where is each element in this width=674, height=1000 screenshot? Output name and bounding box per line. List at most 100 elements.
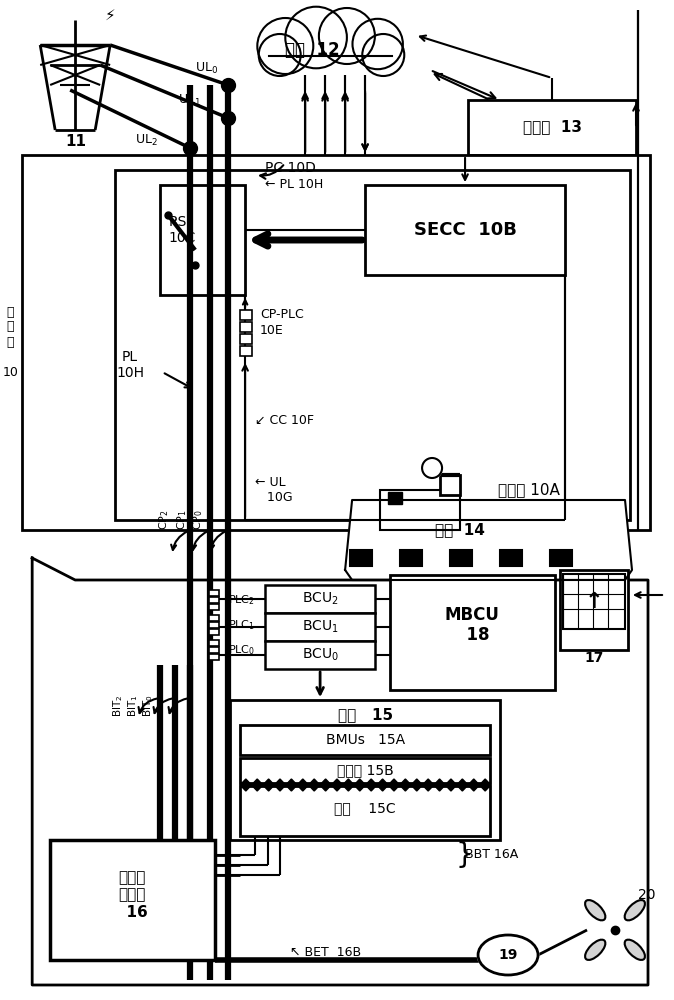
Polygon shape	[297, 779, 309, 791]
Bar	[450, 550, 472, 566]
Text: 渡船  14: 渡船 14	[435, 522, 485, 538]
Polygon shape	[263, 779, 274, 791]
Text: ↖ BET  16B: ↖ BET 16B	[290, 946, 361, 960]
Polygon shape	[457, 779, 468, 791]
Bar	[440, 475, 460, 495]
Polygon shape	[309, 779, 320, 791]
Circle shape	[353, 19, 403, 69]
Polygon shape	[320, 779, 332, 791]
Circle shape	[319, 8, 375, 64]
Bar	[160, 185, 245, 295]
Text: BBT 16A: BBT 16A	[465, 848, 518, 861]
Bar	[268, 55, 392, 62]
Polygon shape	[446, 779, 457, 791]
Text: BMUs   15A: BMUs 15A	[326, 733, 404, 747]
Circle shape	[285, 7, 347, 68]
Bar	[230, 700, 500, 840]
Bar	[380, 490, 460, 530]
Bar	[240, 346, 252, 356]
Bar	[209, 597, 219, 603]
Polygon shape	[388, 779, 400, 791]
Text: 网络  12: 网络 12	[285, 41, 340, 59]
Text: UL$_0$: UL$_0$	[195, 60, 218, 76]
Text: 10E: 10E	[260, 324, 284, 336]
Text: PL
10H: PL 10H	[116, 350, 144, 380]
Bar	[240, 725, 490, 755]
Ellipse shape	[625, 940, 645, 960]
Text: MBCU
  18: MBCU 18	[445, 606, 499, 644]
Bar	[350, 550, 372, 566]
Polygon shape	[240, 779, 251, 791]
Bar	[388, 492, 402, 504]
Bar	[400, 550, 422, 566]
Bar	[390, 575, 555, 690]
Text: CP$_2$: CP$_2$	[157, 510, 171, 530]
Polygon shape	[400, 779, 411, 791]
Polygon shape	[345, 500, 632, 580]
Bar	[115, 170, 630, 520]
Bar	[209, 590, 219, 596]
Text: }: }	[455, 841, 472, 869]
Polygon shape	[411, 779, 423, 791]
Text: CP-PLC: CP-PLC	[260, 308, 304, 322]
Circle shape	[363, 34, 404, 76]
Bar	[500, 550, 522, 566]
Text: BIT$_1$: BIT$_1$	[126, 695, 140, 717]
Text: 传感器 15B: 传感器 15B	[337, 763, 394, 777]
Text: 19: 19	[498, 948, 518, 962]
Bar	[468, 100, 636, 155]
Bar	[240, 334, 252, 344]
Text: 20: 20	[638, 888, 656, 902]
Text: BCU$_1$: BCU$_1$	[302, 619, 338, 635]
Polygon shape	[342, 779, 354, 791]
Bar	[209, 640, 219, 646]
Bar	[265, 585, 375, 613]
Text: UL$_1$: UL$_1$	[178, 92, 201, 108]
Text: PLC$_2$: PLC$_2$	[228, 593, 255, 607]
Polygon shape	[251, 779, 263, 791]
Text: CP$_0$: CP$_0$	[191, 510, 205, 530]
Text: BIT$_2$: BIT$_2$	[111, 695, 125, 717]
Bar	[209, 615, 219, 621]
Polygon shape	[332, 779, 342, 791]
Bar	[265, 641, 375, 669]
Bar	[209, 647, 219, 653]
Text: ⚡: ⚡	[105, 7, 116, 22]
Text: 服务器  13: 服务器 13	[522, 119, 582, 134]
Bar	[365, 185, 565, 275]
Text: UL$_2$: UL$_2$	[135, 132, 158, 148]
Bar	[22, 155, 650, 530]
Ellipse shape	[478, 935, 538, 975]
Polygon shape	[274, 779, 286, 791]
Text: RS
10C: RS 10C	[168, 215, 195, 245]
Text: 充电桩 10A: 充电桩 10A	[498, 483, 560, 497]
Text: CP$_1$: CP$_1$	[175, 510, 189, 530]
Circle shape	[422, 458, 442, 478]
Polygon shape	[479, 779, 491, 791]
Text: ↙ CC 10F: ↙ CC 10F	[255, 414, 314, 426]
Text: PLC$_0$: PLC$_0$	[228, 643, 255, 657]
Bar	[209, 604, 219, 610]
Bar	[563, 574, 625, 629]
Text: 11: 11	[65, 134, 86, 149]
Polygon shape	[434, 779, 446, 791]
Bar	[240, 758, 490, 783]
Circle shape	[259, 34, 301, 76]
Text: PLC$_1$: PLC$_1$	[228, 618, 255, 632]
Text: ↑: ↑	[585, 592, 603, 612]
Ellipse shape	[625, 900, 645, 920]
Text: 单元    15C: 单元 15C	[334, 801, 396, 815]
Text: ← PL 10H: ← PL 10H	[265, 178, 324, 192]
Ellipse shape	[585, 940, 605, 960]
Text: BCU$_2$: BCU$_2$	[302, 591, 338, 607]
Bar	[550, 550, 572, 566]
Bar	[240, 786, 490, 836]
Polygon shape	[365, 779, 377, 791]
Text: 充
电
站
 
10: 充 电 站 10	[2, 306, 18, 378]
Polygon shape	[468, 779, 479, 791]
Text: ← UL
   10G: ← UL 10G	[255, 476, 293, 504]
Text: 电池   15: 电池 15	[338, 708, 393, 722]
Polygon shape	[423, 779, 434, 791]
Text: 汇流排
继电器
  16: 汇流排 继电器 16	[117, 870, 148, 920]
Text: PC 10D: PC 10D	[265, 161, 316, 175]
